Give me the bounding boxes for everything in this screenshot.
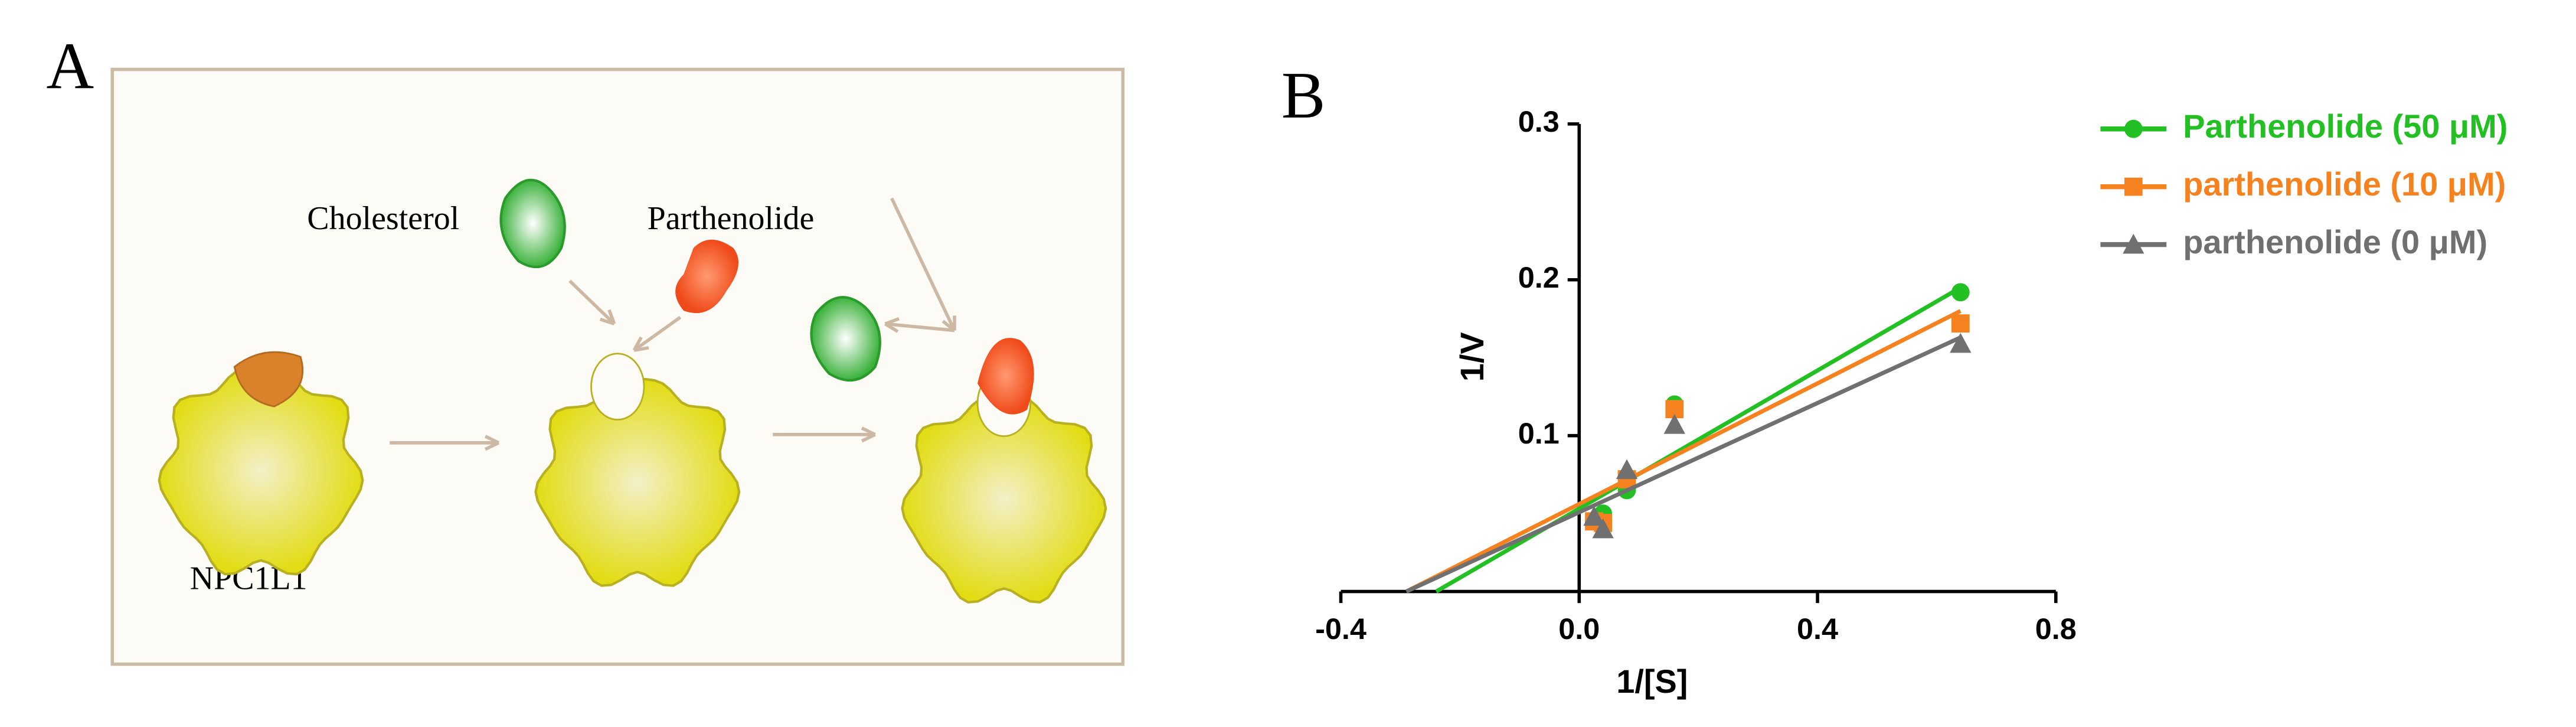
x-axis-label: 1/[S] — [1616, 663, 1688, 700]
data-point — [1951, 283, 1970, 302]
data-point — [1583, 506, 1605, 526]
legend-label: Parthenolide (50 μM) — [2183, 107, 2508, 145]
arrow-head — [484, 435, 500, 451]
cholesterol-shape — [499, 178, 566, 269]
fit-line — [1435, 285, 1962, 594]
arrow — [885, 322, 955, 332]
x-tick-label: 0.0 — [1558, 612, 1600, 646]
diagram-art — [158, 178, 1107, 604]
binding-pocket — [590, 353, 645, 421]
arrow-head — [884, 317, 900, 333]
data-point — [1950, 332, 1972, 353]
bound-parthenolide — [978, 338, 1034, 415]
arrow — [633, 315, 682, 352]
cholesterol-shape — [810, 296, 881, 382]
panel-label: A — [46, 30, 94, 103]
parthenolide-shape — [675, 239, 739, 314]
y-tick-label: 0.3 — [1518, 105, 1560, 138]
arrow — [568, 279, 616, 325]
panel-label: B — [1282, 59, 1326, 132]
data-point — [1616, 459, 1638, 480]
arrow-head — [632, 336, 649, 352]
x-tick-label: -0.4 — [1315, 612, 1367, 646]
fit-line — [1405, 335, 1962, 594]
molecule-label: Cholesterol — [307, 200, 459, 237]
x-tick-label: 0.4 — [1797, 612, 1838, 646]
data-point — [1663, 413, 1685, 434]
protein-shape — [901, 394, 1107, 604]
arrow — [890, 197, 956, 331]
data-point — [1951, 314, 1970, 333]
protein-shape — [158, 366, 364, 576]
y-tick-label: 0.2 — [1518, 260, 1560, 294]
data-point — [1592, 518, 1614, 539]
legend-label: parthenolide (0 μM) — [2183, 223, 2487, 260]
legend-marker — [2124, 177, 2143, 196]
bound-cholesterol — [233, 351, 304, 407]
y-tick-label: 0.1 — [1518, 416, 1560, 450]
molecule-label: Parthenolide — [648, 200, 815, 237]
arrow-head — [599, 309, 616, 326]
legend-label: parthenolide (10 μM) — [2183, 165, 2506, 203]
chart: -0.4 0.0 0.4 0.8 0.1 0.2 0.3 1/[S] 1/V Parthenoli… — [1315, 105, 2508, 700]
y-axis-label: 1/V — [1453, 332, 1490, 382]
protein-shape — [534, 377, 741, 587]
arrow-head — [861, 426, 876, 443]
fit-line — [1405, 309, 1962, 594]
x-tick-label: 0.8 — [2035, 612, 2077, 646]
legend-marker — [2124, 119, 2143, 138]
legend-marker — [2123, 233, 2145, 254]
